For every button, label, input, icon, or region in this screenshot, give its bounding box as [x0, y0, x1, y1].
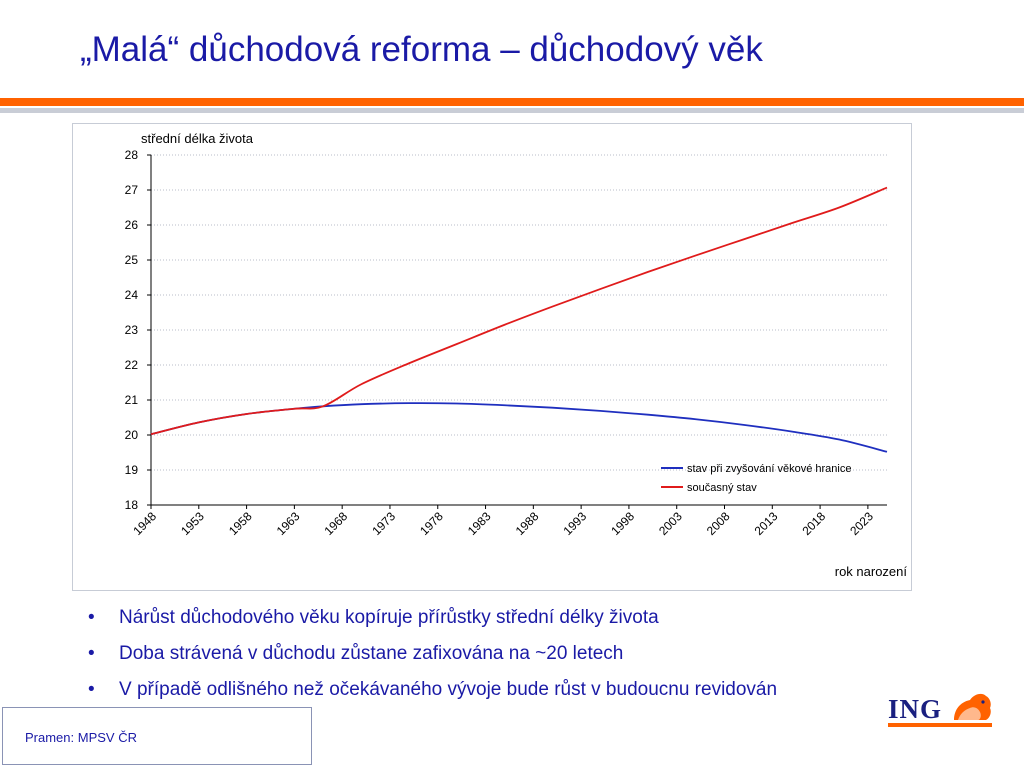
chart-frame: 18 19 20 21 22 23 24 25 26 27 28 1948 1953 1958 1963 1…	[72, 123, 912, 591]
bullet-text: V případě odlišného než očekávaného vývo…	[119, 679, 778, 700]
logo-underline	[888, 723, 992, 727]
source-box: Pramen: MPSV ČR	[2, 707, 312, 765]
y-tick-label: 19	[125, 463, 139, 477]
bullet-item: • Doba strávená v důchodu zůstane zafixov…	[88, 642, 777, 678]
logo-text: ING	[888, 694, 943, 724]
lion-icon	[954, 693, 991, 720]
header-accent-bar	[0, 98, 1024, 106]
bullet-symbol: •	[88, 607, 95, 628]
series-line-red	[150, 186, 888, 436]
bullet-item: • Nárůst důchodového věku kopíruje přírůs…	[88, 606, 777, 642]
x-tick-label: 1958	[226, 509, 255, 538]
x-tick-label: 2023	[847, 509, 876, 538]
x-tick-label: 1963	[274, 509, 303, 538]
x-tick-label: 2003	[656, 509, 685, 538]
bullet-text: Doba strávená v důchodu zůstane zafixová…	[119, 643, 624, 664]
page-title: „Malá“ důchodová reforma – důchodový věk	[80, 30, 763, 69]
ing-logo: ING	[888, 690, 994, 730]
y-tick-label: 24	[125, 288, 139, 302]
x-tick-label: 1978	[417, 509, 446, 538]
x-tick-label: 1968	[322, 509, 351, 538]
source-note: Pramen: MPSV ČR	[25, 730, 137, 745]
legend-label: současný stav	[687, 482, 757, 494]
bullet-symbol: •	[88, 679, 95, 700]
series-line-blue	[150, 402, 888, 453]
x-tick-label: 1988	[513, 509, 542, 538]
header-grey-bar	[0, 108, 1024, 113]
y-tick-label: 27	[125, 183, 139, 197]
x-tick-label: 2008	[704, 509, 733, 538]
x-tick-label: 2013	[752, 509, 781, 538]
line-chart: 18 19 20 21 22 23 24 25 26 27 28 1948 1953 1958 1963 1…	[125, 131, 908, 579]
x-tick-label: 1973	[369, 509, 398, 538]
y-axis-label: střední délka života	[141, 131, 254, 146]
y-tick-label: 25	[125, 253, 139, 267]
y-tick-label: 18	[125, 498, 139, 512]
x-tick-label: 1948	[130, 509, 159, 538]
y-tick-label: 20	[125, 428, 139, 442]
y-tick-label: 28	[125, 148, 139, 162]
bullet-text: Nárůst důchodového věku kopíruje přírůst…	[119, 607, 659, 628]
legend-label: stav při zvyšování věkové hranice	[687, 463, 851, 475]
x-axis-label: rok narození	[835, 564, 908, 579]
y-tick-label: 26	[125, 218, 139, 232]
bullet-item: • V případě odlišného než očekávaného výv…	[88, 678, 777, 714]
y-tick-label: 21	[125, 393, 139, 407]
y-tick-label: 23	[125, 323, 139, 337]
x-tick-label: 2018	[799, 509, 828, 538]
bullet-list: • Nárůst důchodového věku kopíruje přírůs…	[88, 606, 777, 714]
x-tick-label: 1993	[560, 509, 589, 538]
y-tick-label: 22	[125, 358, 139, 372]
x-tick-label: 1983	[465, 509, 494, 538]
x-tick-label: 1998	[608, 509, 637, 538]
x-tick-label: 1953	[178, 509, 207, 538]
bullet-symbol: •	[88, 643, 95, 664]
